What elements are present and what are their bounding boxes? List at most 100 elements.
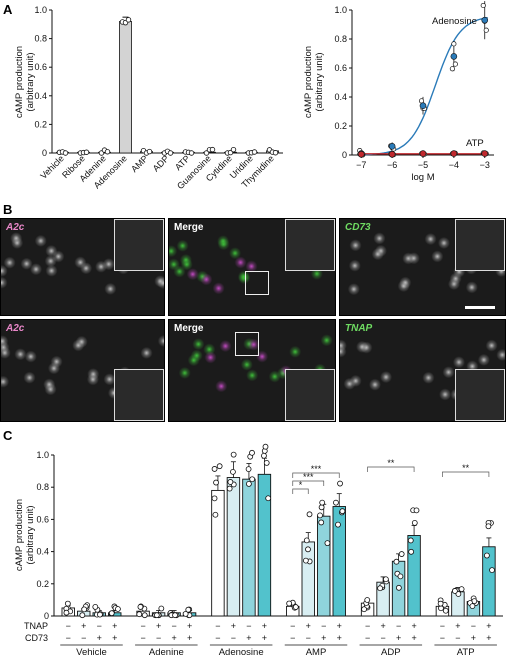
c-point <box>230 468 236 475</box>
c-point <box>262 443 269 450</box>
c-point <box>337 480 343 487</box>
c-point <box>395 584 402 591</box>
panel-letter-b: B <box>3 202 12 217</box>
micrograph-inset <box>114 369 164 421</box>
c-point <box>458 586 465 593</box>
c-sig-label: ** <box>387 458 395 468</box>
c-point <box>452 588 458 594</box>
a1-point <box>188 150 195 156</box>
c-point <box>319 499 326 506</box>
zoom-region-box <box>245 271 269 295</box>
c-cd73-sign: + <box>486 633 491 643</box>
micrograph-label: Merge <box>174 323 204 334</box>
c-tnap-sign: + <box>262 621 267 631</box>
c-point <box>442 607 449 614</box>
c-point <box>305 546 311 553</box>
c-cd73-sign: − <box>365 633 370 643</box>
c-point <box>382 576 389 583</box>
c-cd73-sign: + <box>171 633 176 643</box>
a1-point <box>203 150 210 156</box>
a1-ytick-label: 0 <box>42 148 47 158</box>
a1-bar <box>119 21 132 154</box>
c-cd73-sign: − <box>440 633 445 643</box>
c-point <box>153 612 160 619</box>
c-point <box>339 508 346 515</box>
c-cd73-sign: + <box>97 633 102 643</box>
c-sig-bracket <box>367 466 415 472</box>
c-point <box>292 604 299 610</box>
a2-xtick-label: −5 <box>418 160 428 170</box>
chart-a1-bar: cAMP production (arbitrary unit) 0 0.2 0.4… <box>14 0 283 191</box>
a1-point <box>83 149 90 155</box>
a1-ylabel-1: cAMP production <box>14 46 25 118</box>
c-point <box>141 612 148 619</box>
c-tnap-sign: + <box>112 621 117 631</box>
a1-point <box>146 148 153 155</box>
a2-xtick-label: −7 <box>356 160 366 170</box>
panel-letter-c: C <box>3 428 13 443</box>
c-cd73-sign: + <box>246 633 251 643</box>
a1-ylabel-2: (arbitrary unit) <box>25 52 36 111</box>
c-sig-bracket <box>292 472 340 478</box>
c-tnap-sign: − <box>97 621 102 631</box>
c-point <box>63 609 70 616</box>
c-row-label-tnap: TNAP <box>24 621 48 631</box>
c-cd73-sign: + <box>396 633 401 643</box>
c-tnap-sign: − <box>290 621 295 631</box>
c-tnap-sign: − <box>215 621 220 631</box>
c-point <box>245 481 252 487</box>
c-point <box>136 611 143 618</box>
c-group-label: ADP <box>381 647 401 658</box>
micrograph-label: A2c <box>6 323 25 334</box>
c-tnap-sign: + <box>455 621 460 631</box>
a2-mean-point <box>419 150 427 157</box>
c-bar <box>317 515 331 617</box>
c-ylabel-2: (arbitrary unit) <box>25 505 36 564</box>
c-ytick-label: 0.6 <box>36 514 49 524</box>
c-ytick-label: 0.2 <box>36 579 49 589</box>
c-sig-bracket <box>442 471 490 477</box>
micrograph-inset <box>455 369 505 421</box>
c-point <box>97 611 103 618</box>
c-point <box>265 495 272 502</box>
a2-series-label-adenosine: Adenosine <box>432 16 477 27</box>
a2-point <box>480 2 486 9</box>
c-cd73-sign: + <box>187 633 192 643</box>
c-cd73-sign: + <box>112 633 117 643</box>
chart-c-grouped-bar: cAMP production (arbitrary unit) 0 0.2 0.4… <box>14 443 503 658</box>
a2-series-label-atp: ATP <box>466 138 484 149</box>
c-point <box>92 604 99 610</box>
c-point <box>182 610 189 617</box>
c-point <box>302 557 309 564</box>
c-tnap-sign: + <box>486 621 491 631</box>
c-point <box>158 605 165 612</box>
c-cd73-sign: − <box>140 633 145 643</box>
micrograph-merge-top: Merge <box>168 218 336 316</box>
a2-ytick-label: 0.6 <box>334 63 347 73</box>
micrograph-merge-bottom: Merge <box>168 319 336 422</box>
c-point <box>211 495 218 502</box>
a1-point <box>125 17 132 23</box>
c-point <box>79 612 86 619</box>
c-cd73-sign: − <box>380 633 385 643</box>
c-sig-label: *** <box>311 464 322 474</box>
c-point <box>286 600 293 607</box>
a2-point <box>451 41 457 47</box>
a1-ytick-label: 0.2 <box>34 119 47 129</box>
c-bar <box>407 535 421 617</box>
c-point <box>397 573 404 580</box>
a2-mean-point <box>388 150 396 158</box>
c-tnap-sign: + <box>187 621 192 631</box>
c-group-label: ATP <box>457 647 475 658</box>
micrograph-label: TNAP <box>345 323 373 334</box>
c-tnap-sign: + <box>337 621 342 631</box>
c-point <box>213 479 219 486</box>
c-point <box>263 459 270 466</box>
c-row-label-cd73: CD73 <box>25 633 48 643</box>
c-tnap-sign: + <box>81 621 86 631</box>
c-point <box>306 511 313 518</box>
a2-xlabel: log M <box>411 172 434 183</box>
zoom-region-box <box>235 332 259 356</box>
a2-ylabel-2: (arbitrary unit) <box>314 52 325 111</box>
micrograph-label: CD73 <box>345 222 371 233</box>
